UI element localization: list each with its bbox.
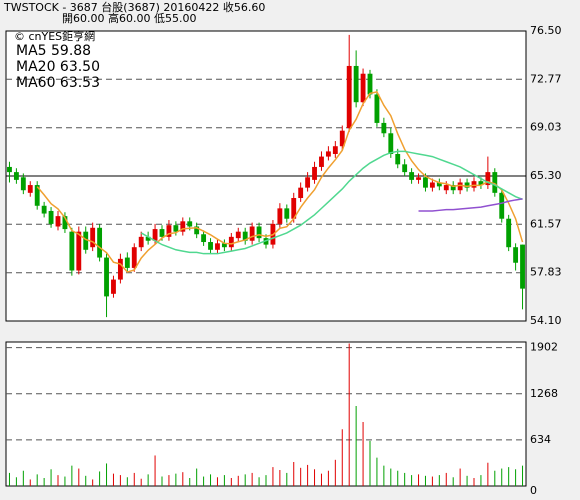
candle-body [436, 182, 442, 187]
candle-body [76, 231, 82, 271]
candle-body [325, 151, 331, 157]
candle-body [194, 226, 200, 235]
legend-entry: MA5 59.88 [16, 43, 91, 59]
candle-body [464, 182, 470, 188]
candle-body [83, 231, 89, 250]
candle-body [201, 234, 207, 243]
candle-body [443, 185, 449, 191]
candle-body [506, 218, 512, 248]
candle-body [111, 279, 116, 294]
candle-body [159, 229, 165, 237]
candle-body [360, 73, 366, 103]
candle-body [180, 221, 186, 232]
candle-body [152, 229, 158, 241]
candle-body [513, 247, 519, 263]
candle-body [353, 65, 359, 103]
ma-line [36, 90, 524, 273]
candle-body [367, 73, 373, 95]
candle-body [20, 177, 26, 191]
candle-body [450, 185, 456, 191]
candle-body [388, 133, 394, 154]
candle-body [117, 258, 123, 280]
candle-body [312, 166, 317, 180]
candle-body [13, 172, 19, 180]
candle-body [520, 244, 525, 289]
y-tick-label: 61.57 [530, 217, 562, 230]
volume-tick-label: 0 [530, 484, 537, 497]
candle-body [228, 236, 234, 248]
volume-panel [5, 341, 527, 487]
ma-line [418, 198, 523, 212]
candle-body [416, 177, 421, 180]
candle-body [402, 164, 408, 173]
candle-body [429, 182, 435, 188]
candle-body [409, 172, 415, 180]
candle-body [34, 185, 40, 206]
y-tick-label: 65.30 [530, 169, 562, 182]
candle-body [346, 65, 352, 129]
header-line: 開60.00 高60.00 低55.00 [62, 11, 196, 25]
y-tick-label: 76.50 [530, 24, 562, 37]
candle-body [41, 205, 47, 214]
candle-body [242, 231, 248, 241]
ma-line [140, 150, 523, 255]
candle-body [277, 208, 283, 224]
candle-body [284, 208, 290, 219]
candle-body [97, 227, 103, 258]
legend-entry: MA20 63.50 [16, 59, 100, 75]
candle-body [298, 187, 304, 199]
candle-body [48, 210, 54, 224]
y-tick-label: 69.03 [530, 121, 562, 134]
candle-body [208, 242, 213, 250]
y-tick-label: 57.83 [530, 266, 562, 279]
candle-body [291, 198, 297, 219]
candle-body [339, 130, 345, 147]
candle-body [374, 94, 380, 123]
candle-body [478, 181, 484, 186]
volume-tick-label: 1902 [530, 341, 558, 354]
candle-body [332, 146, 338, 154]
candle-body [485, 172, 491, 186]
candle-body [138, 236, 144, 248]
y-tick-label: 72.77 [530, 72, 562, 85]
candle-body [457, 182, 463, 191]
candle-body [104, 257, 109, 297]
candle-body [492, 172, 498, 193]
candle-body [27, 185, 33, 193]
y-tick-label: 54.10 [530, 314, 562, 327]
candle-body [55, 216, 61, 227]
candle-body [90, 227, 96, 248]
legend-entry: MA60 63.53 [16, 75, 100, 91]
volume-tick-label: 634 [530, 433, 551, 446]
watermark: © cnYES鉅亨網 [14, 29, 95, 43]
candle-body [249, 226, 255, 241]
candle-body [62, 216, 68, 230]
candle-body [166, 225, 172, 237]
candle-body [305, 177, 311, 188]
candle-body [187, 221, 193, 227]
candle-body [221, 243, 227, 248]
candle-body [381, 122, 387, 134]
header-line: TWSTOCK - 3687 台股(3687) 20160422 收56.60 [3, 0, 265, 14]
candle-body [124, 257, 130, 268]
volume-tick-label: 1268 [530, 387, 558, 400]
candle-body [499, 192, 505, 219]
candle-body [235, 231, 241, 239]
candle-body [471, 181, 477, 188]
candle-body [319, 156, 324, 167]
candle-body [215, 243, 220, 250]
candle-body [131, 247, 137, 268]
candle-body [395, 153, 401, 165]
candle-body [145, 236, 151, 241]
candle-body [69, 231, 75, 271]
candle-body [7, 166, 12, 173]
candle-body [173, 225, 179, 232]
candle-body [423, 177, 428, 188]
candle-body [256, 226, 262, 239]
